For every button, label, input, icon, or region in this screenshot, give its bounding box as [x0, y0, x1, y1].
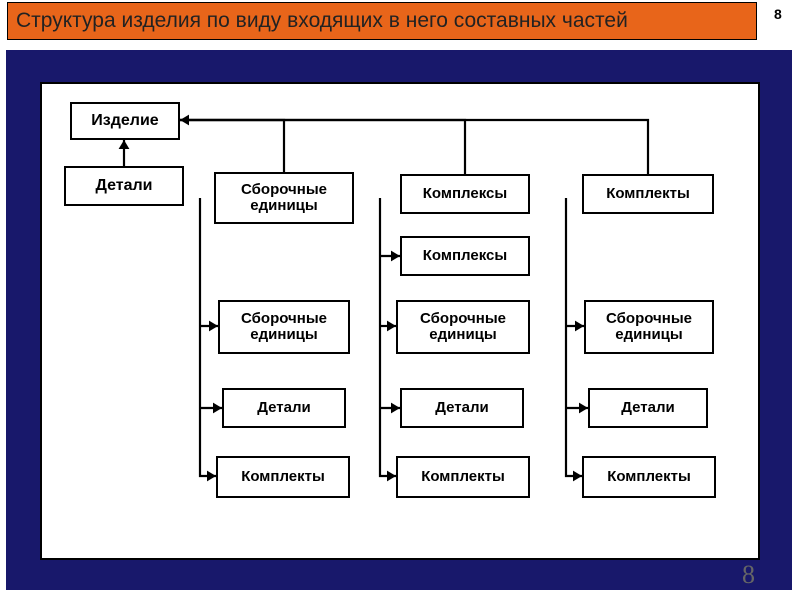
- node-label: Комплекты: [607, 469, 691, 486]
- node-kompleksy-2: Комплексы: [400, 236, 530, 276]
- node-komplekty-c2: Комплекты: [216, 456, 350, 498]
- page-number-top: 8: [774, 6, 782, 22]
- node-label: Изделие: [91, 112, 158, 130]
- node-label: Детали: [621, 400, 674, 417]
- node-label: Комплекты: [421, 469, 505, 486]
- node-komplekty-c3: Комплекты: [396, 456, 530, 498]
- node-label: Детали: [435, 400, 488, 417]
- node-kompleksy-top: Комплексы: [400, 174, 530, 214]
- node-label: Сборочныеединицы: [241, 311, 327, 344]
- node-sborochnye-c3: Сборочныеединицы: [396, 300, 530, 354]
- node-label: Сборочныеединицы: [606, 311, 692, 344]
- node-detali-c4: Детали: [588, 388, 708, 428]
- node-sborochnye-c4: Сборочныеединицы: [584, 300, 714, 354]
- node-label: Комплекты: [241, 469, 325, 486]
- node-label: Сборочныеединицы: [241, 182, 327, 215]
- node-detali-left: Детали: [64, 166, 184, 206]
- node-label: Сборочныеединицы: [420, 311, 506, 344]
- node-label: Детали: [95, 177, 152, 195]
- node-label: Комплекты: [606, 186, 690, 203]
- title-bar: Структура изделия по виду входящих в нег…: [7, 2, 757, 40]
- node-sborochnye-c2: Сборочныеединицы: [218, 300, 350, 354]
- node-label: Детали: [257, 400, 310, 417]
- node-komplekty-c4: Комплекты: [582, 456, 716, 498]
- node-komplekty-top: Комплекты: [582, 174, 714, 214]
- node-detali-c2: Детали: [222, 388, 346, 428]
- node-izdelie: Изделие: [70, 102, 180, 140]
- node-detali-c3: Детали: [400, 388, 524, 428]
- node-sborochnye-top: Сборочныеединицы: [214, 172, 354, 224]
- slide-number-bottom: 8: [742, 560, 755, 590]
- node-label: Комплексы: [423, 186, 507, 203]
- slide: Структура изделия по виду входящих в нег…: [0, 0, 800, 600]
- title-text: Структура изделия по виду входящих в нег…: [16, 9, 628, 33]
- node-label: Комплексы: [423, 248, 507, 265]
